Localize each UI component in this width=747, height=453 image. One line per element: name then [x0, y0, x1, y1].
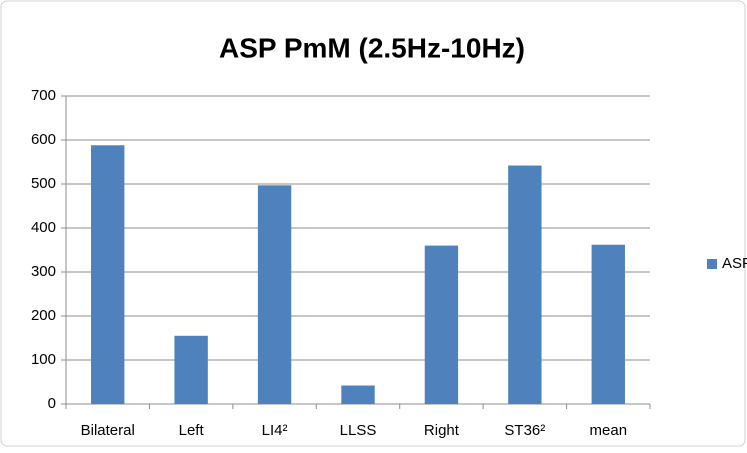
x-tick-label: LI4²: [262, 422, 288, 439]
bar: [424, 245, 459, 404]
bar: [174, 335, 208, 404]
legend-label: ASP: [722, 255, 747, 272]
y-tick-label: 400: [31, 219, 56, 236]
bar: [91, 145, 125, 404]
y-tick-label: 300: [31, 263, 56, 280]
y-tick-label: 500: [31, 175, 56, 192]
y-tick-label: 600: [31, 131, 56, 148]
bar: [341, 385, 375, 404]
y-tick-label: 200: [31, 307, 56, 324]
x-tick-label: ST36²: [504, 422, 545, 439]
x-tick-label: Left: [179, 422, 205, 439]
bar: [591, 244, 625, 404]
bar: [257, 185, 292, 404]
chart-title: ASP PmM (2.5Hz-10Hz): [219, 32, 525, 63]
x-tick-label: Right: [424, 422, 460, 439]
x-tick-label: mean: [590, 422, 628, 439]
legend-swatch: [707, 259, 717, 269]
bar: [508, 165, 542, 404]
y-tick-label: 700: [31, 87, 56, 104]
x-tick-label: Bilateral: [81, 422, 135, 439]
y-tick-label: 100: [31, 351, 56, 368]
x-tick-label: LLSS: [340, 422, 377, 439]
y-tick-label: 0: [48, 395, 56, 412]
